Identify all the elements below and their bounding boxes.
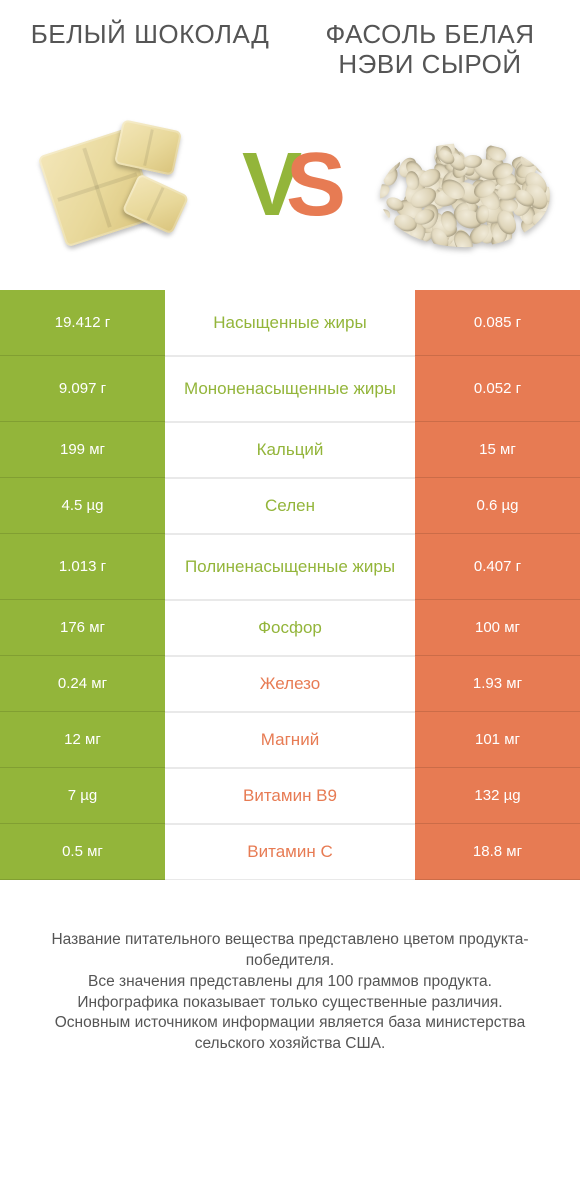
table-row: 1.013 гПолиненасыщенные жиры0.407 г [0,534,580,600]
footnote-line: Все значения представлены для 100 граммо… [28,972,552,993]
right-value: 18.8 мг [415,824,580,880]
left-value: 0.5 мг [0,824,165,880]
right-value: 0.407 г [415,534,580,600]
footnotes: Название питательного вещества представл… [0,880,580,1056]
right-value: 1.93 мг [415,656,580,712]
vs-s: S [286,140,338,230]
right-product-title: ФАСОЛЬ БЕЛАЯ НЭВИ СЫРОЙ [290,20,570,80]
footnote-line: Инфографика показывает только существенн… [28,993,552,1014]
left-value: 4.5 µg [0,478,165,534]
white-chocolate-icon [40,115,190,255]
nutrient-label: Витамин C [165,824,415,880]
left-value: 12 мг [0,712,165,768]
footnote-line: Основным источником информации является … [28,1013,552,1055]
nutrient-label: Железо [165,656,415,712]
right-value: 0.6 µg [415,478,580,534]
table-row: 9.097 гМононенасыщенные жиры0.052 г [0,356,580,422]
left-value: 0.24 мг [0,656,165,712]
left-value: 199 мг [0,422,165,478]
table-row: 7 µgВитамин B9132 µg [0,768,580,824]
right-value: 0.085 г [415,290,580,356]
nutrient-label: Мононенасыщенные жиры [165,356,415,422]
right-value: 15 мг [415,422,580,478]
navy-beans-icon [380,120,550,250]
nutrient-label: Фосфор [165,600,415,656]
hero-row: V S [0,90,580,290]
right-value: 132 µg [415,768,580,824]
nutrient-label: Магний [165,712,415,768]
vs-label: V S [238,140,342,230]
titles-row: БЕЛЫЙ ШОКОЛАД ФАСОЛЬ БЕЛАЯ НЭВИ СЫРОЙ [0,0,580,90]
right-value: 0.052 г [415,356,580,422]
comparison-table: 19.412 гНасыщенные жиры0.085 г9.097 гМон… [0,290,580,880]
table-row: 4.5 µgСелен0.6 µg [0,478,580,534]
right-product-image [380,110,550,260]
left-product-title: БЕЛЫЙ ШОКОЛАД [10,20,290,80]
right-value: 100 мг [415,600,580,656]
left-value: 176 мг [0,600,165,656]
footnote-line: Название питательного вещества представл… [28,930,552,972]
table-row: 176 мгФосфор100 мг [0,600,580,656]
right-value: 101 мг [415,712,580,768]
left-value: 1.013 г [0,534,165,600]
table-row: 12 мгМагний101 мг [0,712,580,768]
nutrient-label: Полиненасыщенные жиры [165,534,415,600]
nutrient-label: Селен [165,478,415,534]
table-row: 199 мгКальций15 мг [0,422,580,478]
left-product-image [30,110,200,260]
left-value: 9.097 г [0,356,165,422]
left-value: 19.412 г [0,290,165,356]
nutrient-label: Витамин B9 [165,768,415,824]
nutrient-label: Насыщенные жиры [165,290,415,356]
table-row: 19.412 гНасыщенные жиры0.085 г [0,290,580,356]
table-row: 0.24 мгЖелезо1.93 мг [0,656,580,712]
nutrient-label: Кальций [165,422,415,478]
left-value: 7 µg [0,768,165,824]
table-row: 0.5 мгВитамин C18.8 мг [0,824,580,880]
